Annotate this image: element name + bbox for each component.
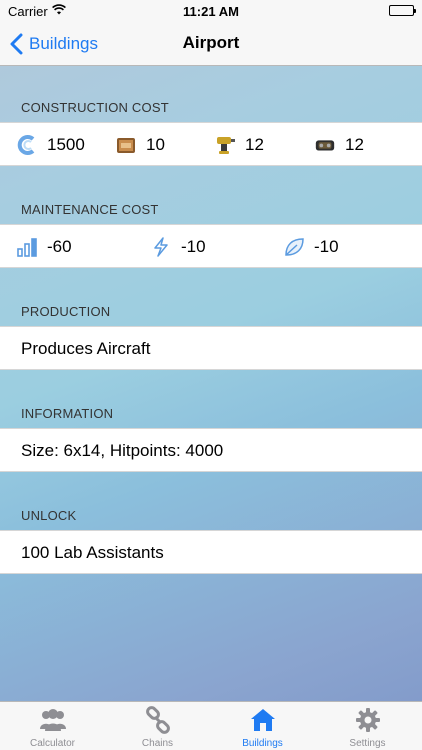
machine-part-icon bbox=[314, 134, 336, 156]
information-row: Size: 6x14, Hitpoints: 4000 bbox=[0, 428, 422, 472]
information-text: Size: 6x14, Hitpoints: 4000 bbox=[21, 441, 224, 460]
leaf-icon bbox=[283, 236, 305, 258]
clock: 11:21 AM bbox=[183, 4, 239, 19]
chevron-left-icon bbox=[10, 33, 23, 55]
battery-icon bbox=[389, 5, 416, 16]
unlock-header: UNLOCK bbox=[21, 508, 77, 523]
maintenance-cost-population: -60 bbox=[16, 236, 72, 258]
back-button-label: Buildings bbox=[29, 34, 98, 53]
lightning-icon bbox=[150, 236, 172, 258]
carrier-label: Carrier bbox=[8, 4, 48, 19]
home-icon bbox=[210, 706, 315, 734]
tab-settings[interactable]: Settings bbox=[315, 702, 420, 750]
maintenance-cost-value: -60 bbox=[47, 237, 72, 256]
construction-cost-crate: 10 bbox=[115, 134, 165, 156]
maintenance-cost-header: MAINTENANCE COST bbox=[21, 202, 159, 217]
navigation-bar: Carrier 11:21 AM Buildings Airport bbox=[0, 0, 422, 66]
tab-label: Chains bbox=[141, 738, 174, 749]
unlock-row: 100 Lab Assistants bbox=[0, 530, 422, 574]
bar-chart-icon bbox=[16, 236, 38, 258]
maintenance-cost-value: -10 bbox=[181, 237, 206, 256]
construction-cost-machine-part: 12 bbox=[314, 134, 364, 156]
wifi-icon bbox=[52, 3, 66, 18]
construction-cost-value: 12 bbox=[245, 135, 264, 154]
tab-chains[interactable]: Chains bbox=[105, 702, 210, 750]
construction-cost-value: 1500 bbox=[47, 135, 85, 154]
tab-buildings[interactable]: Buildings bbox=[210, 702, 315, 750]
back-button[interactable]: Buildings bbox=[10, 30, 98, 58]
chain-icon bbox=[105, 706, 210, 734]
production-header: PRODUCTION bbox=[21, 304, 111, 319]
construction-cost-drill: 12 bbox=[214, 134, 264, 156]
production-row: Produces Aircraft bbox=[0, 326, 422, 370]
credits-icon bbox=[16, 134, 38, 156]
tab-label: Calculator bbox=[29, 738, 76, 749]
users-icon bbox=[0, 706, 105, 734]
maintenance-cost-row: -60 -10 -10 bbox=[0, 224, 422, 268]
maintenance-cost-energy: -10 bbox=[150, 236, 206, 258]
construction-cost-value: 10 bbox=[146, 135, 165, 154]
unlock-text: 100 Lab Assistants bbox=[21, 543, 164, 562]
maintenance-cost-environment: -10 bbox=[283, 236, 339, 258]
gear-icon bbox=[315, 706, 420, 734]
page-title: Airport bbox=[182, 33, 240, 52]
status-bar: Carrier 11:21 AM bbox=[0, 0, 422, 22]
production-text: Produces Aircraft bbox=[21, 339, 151, 358]
crate-icon bbox=[115, 134, 137, 156]
information-header: INFORMATION bbox=[21, 406, 114, 421]
tab-bar: Calculator Chains Buildings bbox=[0, 701, 422, 750]
tab-label: Settings bbox=[349, 738, 386, 749]
construction-cost-header: CONSTRUCTION COST bbox=[21, 100, 169, 115]
maintenance-cost-value: -10 bbox=[314, 237, 339, 256]
tab-calculator[interactable]: Calculator bbox=[0, 702, 105, 750]
drill-icon bbox=[214, 134, 236, 156]
construction-cost-credits: 1500 bbox=[16, 134, 85, 156]
tab-label: Buildings bbox=[242, 738, 283, 749]
construction-cost-value: 12 bbox=[345, 135, 364, 154]
construction-cost-row: 1500 10 12 bbox=[0, 122, 422, 166]
